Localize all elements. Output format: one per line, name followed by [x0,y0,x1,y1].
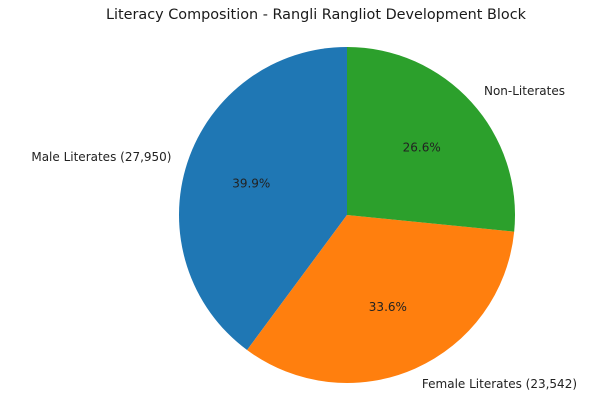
slice-percent-label: 33.6% [369,300,407,314]
slice-category-label: Male Literates (27,950) [31,150,171,164]
pie-slice-non-literates [347,47,515,232]
pie-slice-male-literates [179,47,347,351]
slice-percent-label: 26.6% [403,140,441,154]
pie-slice-female-literates [247,215,515,383]
slice-category-label: Non-Literates [484,84,565,98]
slice-category-label: Female Literates (23,542) [422,377,577,391]
pie-slices [179,47,515,383]
chart-title: Literacy Composition - Rangli Rangliot D… [106,7,526,23]
pie-labels: 39.9% Male Literates (27,950) 33.6% Female … [31,84,577,391]
slice-percent-label: 39.9% [232,176,270,190]
